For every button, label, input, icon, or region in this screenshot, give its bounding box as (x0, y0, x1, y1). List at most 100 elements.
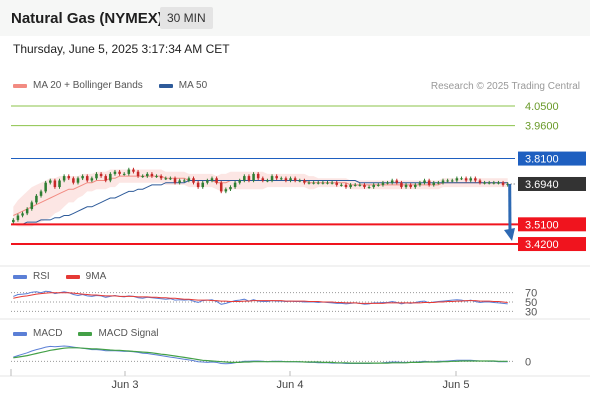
candle-body (487, 182, 491, 184)
legend-macd-label: MACD (33, 328, 63, 339)
legend-ma20-label: MA 20 + Bollinger Bands (33, 80, 143, 91)
candle-body (492, 182, 496, 184)
candle-body (169, 178, 172, 180)
candle-body (146, 173, 149, 177)
candle-body (215, 178, 218, 183)
projection-arrow-head (504, 228, 515, 242)
level-label: 3.9600 (525, 121, 559, 133)
candle-body (136, 171, 140, 177)
signal-swatch (78, 331, 93, 336)
rsi-line (13, 290, 508, 305)
legend-macd-signal-label: MACD Signal (98, 328, 159, 339)
candle-body (478, 180, 482, 183)
macd-signal-line (13, 347, 508, 364)
candle-body (353, 184, 357, 186)
candle-body (243, 176, 246, 181)
candle-body (340, 184, 343, 186)
candle-body (201, 182, 205, 188)
candle-body (178, 180, 181, 183)
legend-ma20: MA 20 + Bollinger Bands (13, 80, 143, 91)
x-tick-label: Jun 5 (443, 379, 470, 391)
candle-body (307, 182, 311, 184)
candle-body (35, 195, 38, 203)
candle-body (460, 178, 463, 180)
rsi-tick-label: 50 (525, 297, 537, 309)
legend-macd: MACD (13, 328, 62, 339)
candle-body (196, 182, 200, 188)
candle-body (381, 182, 385, 185)
candle-body (224, 189, 228, 192)
legend-rsi-label: RSI (33, 271, 50, 282)
candle-body (483, 182, 486, 184)
macd-tick-label: 0 (525, 356, 531, 368)
candle-body (358, 184, 362, 186)
legend-ma50-label: MA 50 (178, 80, 208, 91)
candle-body (261, 178, 265, 181)
candle-body (312, 182, 315, 184)
candle-body (372, 184, 375, 188)
macd-legend: MACD MACD Signal (13, 328, 174, 339)
rsi-ma9-line (13, 292, 508, 304)
candle-body (12, 219, 15, 223)
candle-body (247, 176, 251, 181)
candle-body (132, 169, 135, 172)
candle-body (326, 182, 329, 184)
candle-body (62, 176, 66, 181)
candle-body (432, 182, 436, 185)
candle-body (67, 176, 71, 179)
x-tick-label: Jun 3 (112, 379, 139, 391)
candle-body (418, 182, 422, 185)
candle-body (90, 178, 94, 181)
ma20-swatch (13, 83, 27, 88)
ma9-swatch (65, 274, 80, 279)
candle-body (127, 169, 131, 174)
candle-body (99, 173, 103, 177)
candle-body (229, 187, 232, 190)
timeframe-badge[interactable]: 30 MIN (160, 7, 213, 29)
level-label: 3.5100 (525, 219, 559, 231)
candle-body (141, 176, 144, 178)
x-tick-label: Jun 4 (277, 379, 304, 391)
ma50-swatch (158, 83, 173, 88)
ma50-line (13, 180, 508, 225)
candle-body (404, 184, 408, 188)
candle-body (159, 176, 163, 179)
level-label-bg (518, 217, 586, 232)
legend-rsi: RSI (13, 271, 50, 282)
candle-body (400, 182, 403, 188)
candle-body (30, 202, 34, 209)
candle-body (363, 184, 366, 188)
candle-body (44, 182, 47, 192)
level-label: 3.6940 (525, 179, 559, 191)
candle-body (330, 182, 334, 184)
candle-body (76, 178, 80, 183)
candle-body (118, 171, 121, 174)
legend-9ma: 9MA (65, 271, 107, 282)
candle-body (219, 182, 223, 192)
candle-body (474, 178, 477, 181)
candle-body (187, 178, 191, 181)
candle-body (173, 178, 177, 183)
candle-body (464, 178, 468, 181)
candle-body (233, 182, 237, 188)
candle-body (21, 213, 24, 216)
candle-body (85, 176, 89, 181)
candle-body (316, 182, 320, 184)
candle-body (58, 180, 61, 188)
legend-9ma-label: 9MA (85, 271, 107, 282)
macd-swatch (13, 331, 27, 336)
candle-body (72, 178, 75, 183)
level-label: 3.4200 (525, 239, 559, 251)
candle-body (450, 180, 454, 182)
candle-body (298, 180, 302, 182)
candle-body (206, 180, 209, 183)
candle-body (238, 180, 241, 183)
candle-body (446, 180, 449, 182)
candle-body (122, 173, 126, 175)
candle-body (266, 180, 269, 182)
candle-body (95, 173, 98, 179)
level-label-bg (518, 151, 586, 166)
timestamp: Thursday, June 5, 2025 3:17:34 AM CET (13, 42, 230, 56)
candle-body (386, 182, 389, 184)
